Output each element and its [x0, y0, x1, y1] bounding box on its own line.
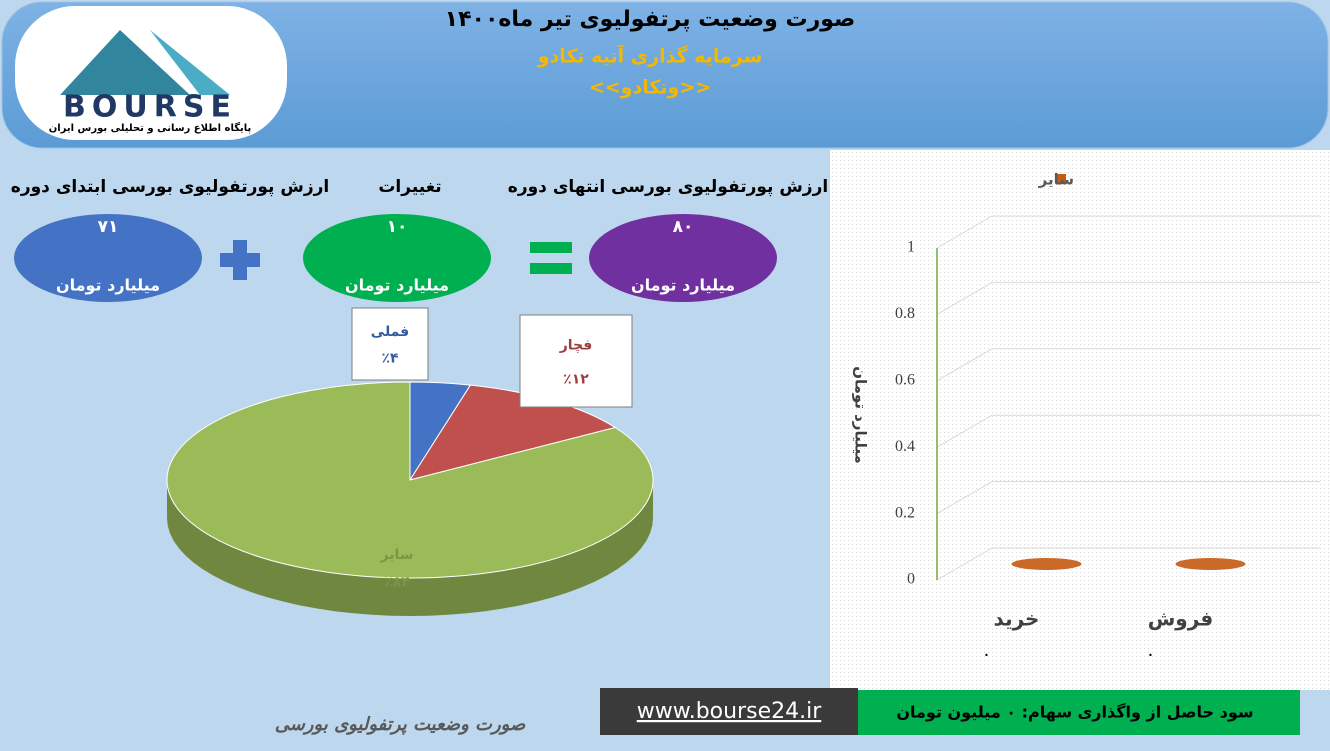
pie-label: فچار: [559, 337, 593, 353]
y-axis-title: میلیارد تومان: [852, 366, 870, 464]
y-tick-label: 0.4: [895, 438, 915, 455]
pie-slice: [166, 381, 654, 579]
summary-oval: [301, 212, 493, 304]
y-tick-label: 0.2: [895, 504, 915, 521]
y-tick-label: 0.8: [895, 305, 915, 322]
title: صورت وضعیت پرتفولیوی تیر ماه۱۴۰۰: [445, 7, 856, 32]
value-label: ٠: [1146, 644, 1156, 665]
footer-caption: صورت وضعیت پرتفولیوی بورسی: [275, 714, 526, 735]
summary-unit: میلیارد تومان: [631, 276, 735, 295]
legend-label: سایر: [1038, 171, 1074, 189]
logo-tagline: پایگاه اطلاع رسانی و تحلیلی بورس ایران: [49, 121, 252, 134]
summary-oval: [587, 212, 779, 304]
pie-label: سایر: [380, 547, 414, 563]
logo-triangle: [150, 30, 230, 95]
url-box: [600, 688, 858, 735]
pie-label-box: [519, 314, 633, 408]
summary-oval: [12, 212, 204, 304]
summary-value: ۸۰: [673, 217, 694, 237]
profit-box: [858, 690, 1300, 735]
equals-sign: [530, 242, 572, 253]
y-tick-label: 1: [907, 239, 915, 256]
bar-cap: [1175, 558, 1246, 570]
grid-line: [936, 414, 1320, 448]
summary-label: ارزش پورتفولیوی بورسی انتهای دوره: [508, 177, 828, 197]
y-tick-label: 0.6: [895, 371, 915, 388]
grid-line: [936, 547, 1320, 581]
pie-value-label: ٪۸۴: [384, 575, 410, 591]
pie-value-label: ٪۱۲: [563, 371, 589, 387]
summary-label: ارزش پورتفولیوی بورسی ابتدای دوره: [11, 177, 329, 197]
grid-line: [936, 481, 1320, 515]
grid-line: [936, 348, 1320, 382]
url[interactable]: www.bourse24.ir: [637, 699, 822, 724]
x-tick-label: خرید: [994, 607, 1040, 631]
header-banner: [1, 1, 1329, 149]
summary-unit: میلیارد تومان: [56, 276, 160, 295]
legend-swatch: [1056, 174, 1066, 184]
plus-sign: [220, 240, 260, 280]
pie-label: فملی: [371, 324, 409, 340]
summary-value: ۱۰: [387, 217, 408, 237]
symbol: <<وتکادو>>: [589, 77, 711, 99]
summary-unit: میلیارد تومان: [345, 276, 449, 295]
profit-text: سود حاصل از واگذاری سهام: ۰ میلیون تومان: [896, 703, 1253, 722]
summary-value: ۷۱: [98, 217, 119, 237]
pie-value-label: ٪۴: [381, 350, 399, 366]
equals-sign: [530, 263, 572, 274]
grid-line: [936, 215, 1320, 249]
bar-cap: [1011, 558, 1082, 570]
chart-panel: [830, 150, 1330, 690]
pie-side: [167, 480, 653, 616]
x-tick-label: فروش: [1148, 607, 1214, 631]
pie-label-box: [351, 307, 429, 381]
logo-triangle: [60, 30, 190, 95]
grid-line: [936, 281, 1320, 315]
y-tick-label: 0: [907, 571, 915, 588]
logo-name: BOURSE: [63, 90, 237, 125]
value-label: ٠: [982, 644, 992, 665]
summary-label: تغییرات: [378, 177, 441, 197]
subtitle: سرمایه گذاری آتیه تکادو: [537, 44, 763, 68]
